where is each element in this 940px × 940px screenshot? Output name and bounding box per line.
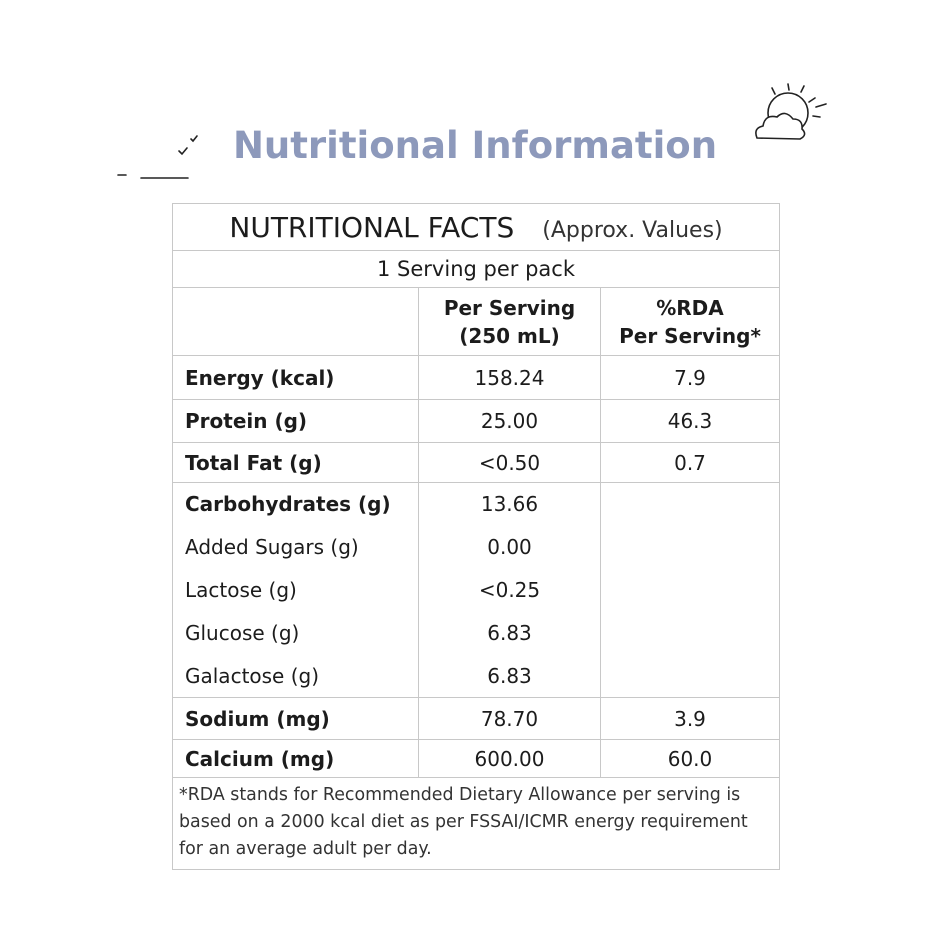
- column-header: %RDA Per Serving*: [599, 287, 781, 356]
- component-label: Added Sugars (g): [172, 525, 419, 569]
- column-header-line: Per Serving*: [619, 323, 761, 348]
- per-serving: 25.00: [418, 399, 601, 443]
- table-title: NUTRITIONAL FACTS: [229, 210, 515, 244]
- nutrition-table: NUTRITIONAL FACTS (Approx. Values) 1 Servi…: [171, 203, 781, 870]
- column-header-line: Per Serving: [443, 295, 576, 320]
- rda: 7.9: [599, 355, 781, 400]
- table-row: Added Sugars (g) 0.00: [172, 525, 780, 569]
- rda: 46.3: [599, 399, 781, 443]
- column-header: Per Serving (250 mL): [418, 287, 601, 356]
- per-serving: 13.66: [418, 482, 601, 526]
- rda: 3.9: [599, 697, 781, 740]
- component-label: Galactose (g): [172, 654, 419, 698]
- table-note: (Approx. Values): [542, 217, 723, 243]
- rda: 60.0: [599, 739, 781, 778]
- component-label: Glucose (g): [172, 611, 419, 655]
- footnote: *RDA stands for Recommended Dietary Allo…: [171, 777, 781, 870]
- table-row: Protein (g) 25.00 46.3: [172, 399, 781, 443]
- table-row: Glucose (g) 6.83: [172, 611, 780, 655]
- row-label: Energy (kcal): [172, 355, 419, 400]
- row-label: Total Fat (g): [172, 442, 419, 483]
- table-row: 1 Serving per pack: [171, 250, 781, 288]
- table-row: Total Fat (g) <0.50 0.7: [172, 442, 781, 483]
- row-label: Calcium (mg): [172, 739, 419, 778]
- per-serving: 78.70: [418, 697, 601, 740]
- component-per-serving: <0.25: [418, 568, 601, 612]
- table-row: Carbohydrates (g) 13.66: [172, 482, 781, 698]
- per-serving: 600.00: [418, 739, 601, 778]
- rda-blank: [599, 482, 781, 698]
- servings: 1 Serving per pack: [171, 250, 781, 288]
- title-cell: NUTRITIONAL FACTS (Approx. Values): [171, 203, 781, 251]
- per-serving: <0.50: [418, 442, 601, 483]
- per-serving: 158.24: [418, 355, 601, 400]
- table-row: NUTRITIONAL FACTS (Approx. Values): [171, 203, 781, 251]
- row-label: Carbohydrates (g): [172, 482, 419, 526]
- table-row: *RDA stands for Recommended Dietary Allo…: [171, 777, 781, 870]
- component-per-serving: 0.00: [418, 525, 601, 569]
- column-header-line: (250 mL): [459, 323, 560, 348]
- blank-cell: [172, 287, 419, 356]
- column-header-line: %RDA: [656, 295, 724, 320]
- row-label: Sodium (mg): [172, 697, 419, 740]
- row-label: Protein (g): [172, 399, 419, 443]
- component-per-serving: 6.83: [418, 654, 601, 698]
- table-row: Sodium (mg) 78.70 3.9: [172, 697, 781, 740]
- table-row: Galactose (g) 6.83: [172, 654, 780, 698]
- table-row: Per Serving (250 mL) %RDA Per Serving*: [172, 287, 781, 356]
- rda: 0.7: [599, 442, 781, 483]
- component-per-serving: 6.83: [418, 611, 601, 655]
- table-row: Energy (kcal) 158.24 7.9: [172, 355, 781, 400]
- component-label: Lactose (g): [172, 568, 419, 612]
- page-title: Nutritional Information: [232, 124, 718, 167]
- table-row: Lactose (g) <0.25: [172, 568, 780, 612]
- table-row: Calcium (mg) 600.00 60.0: [172, 739, 781, 778]
